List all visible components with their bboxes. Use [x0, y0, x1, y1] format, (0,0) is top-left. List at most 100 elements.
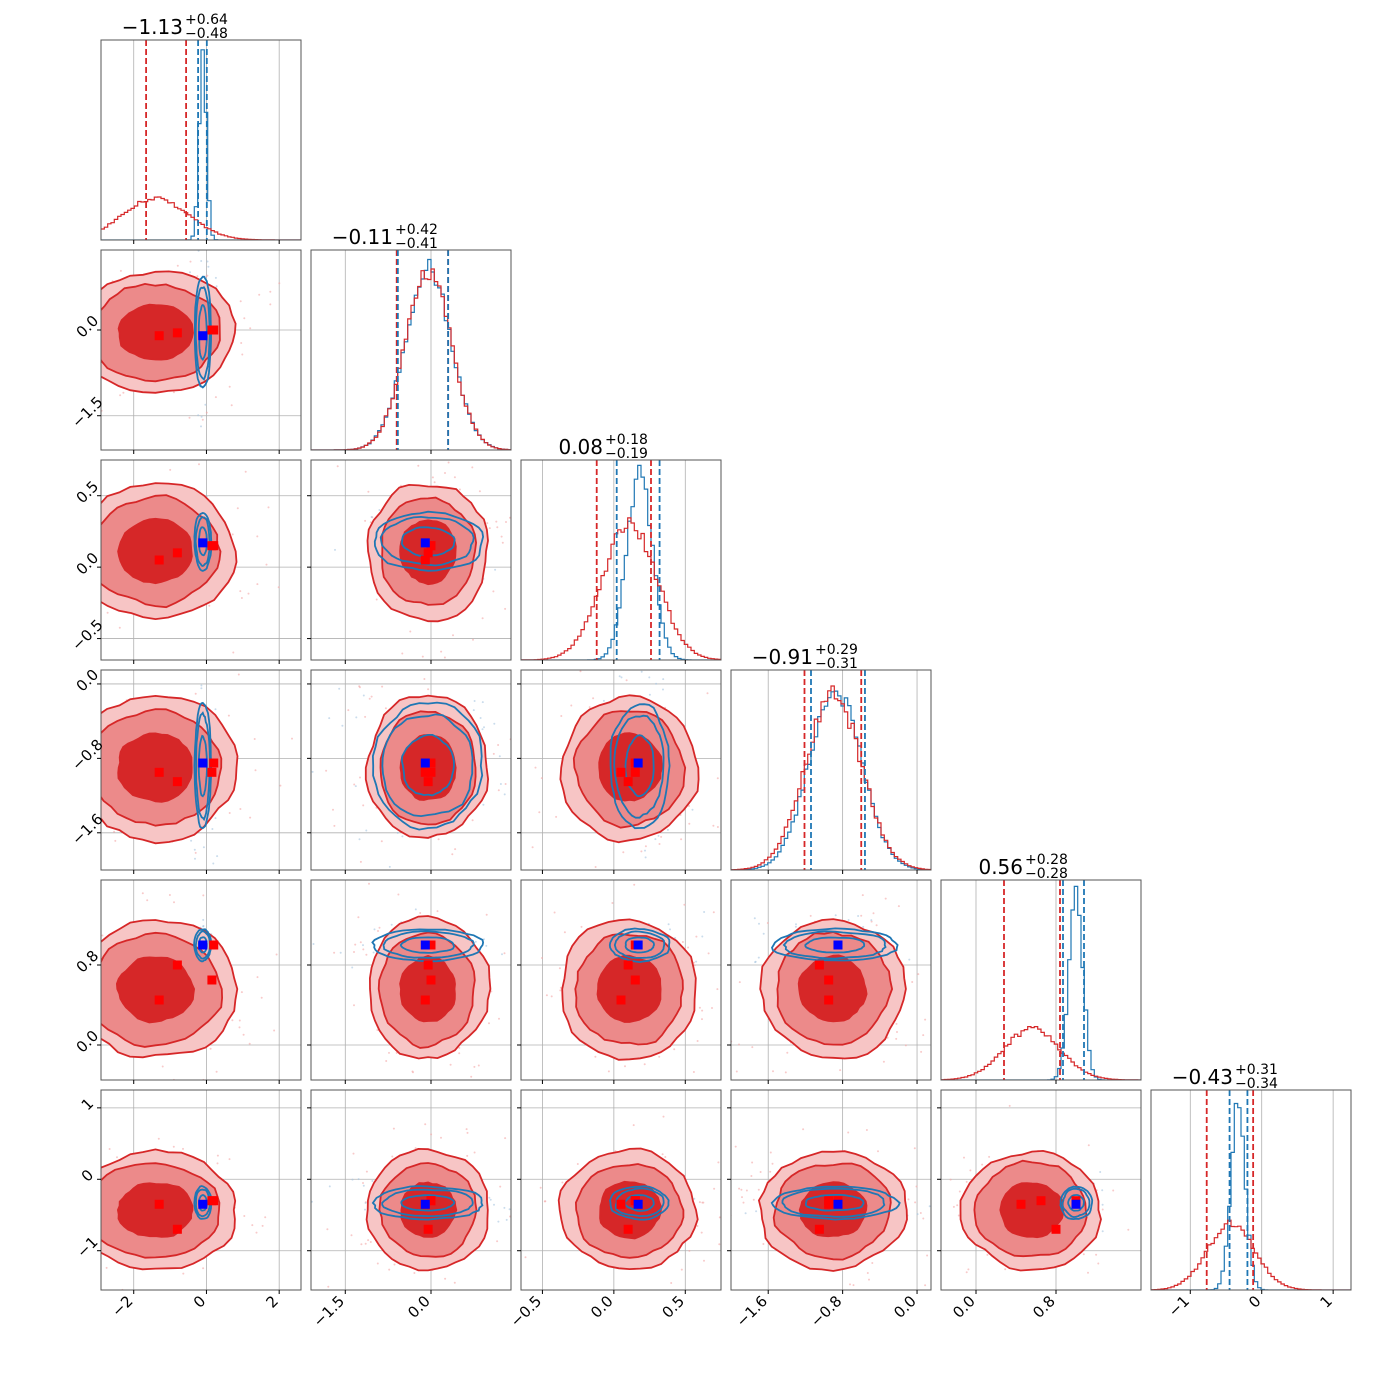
- sample-point-a: [738, 1187, 741, 1190]
- tick-label-y: 0.0: [73, 666, 103, 696]
- sample-point-a: [35, 1057, 37, 1059]
- contour-b-level-2: [400, 526, 456, 557]
- tick-label-y: 1: [78, 1095, 97, 1114]
- sample-point-a: [79, 776, 81, 778]
- sample-point-a: [738, 1043, 740, 1046]
- panel-frame: [310, 669, 512, 871]
- sample-point-b: [311, 770, 314, 773]
- sample-point-a: [670, 1111, 672, 1113]
- param-title-value: 0.08: [558, 435, 603, 459]
- sample-point-a: [29, 537, 31, 539]
- sample-point-a: [34, 739, 36, 741]
- sample-point-b: [757, 956, 760, 959]
- contour-b-level-2: [624, 734, 655, 798]
- panel-4-4: [940, 879, 1142, 1084]
- sample-point-a: [73, 769, 75, 771]
- panel-content: [521, 1090, 738, 1290]
- sample-point-a: [486, 522, 489, 525]
- param-title-plus: +0.29: [815, 642, 858, 658]
- sample-point-b: [372, 951, 375, 954]
- sample-point-b: [916, 1213, 919, 1216]
- sample-point-b: [354, 785, 357, 788]
- truth-marker-a: [423, 1224, 433, 1234]
- sample-point-a: [401, 652, 404, 655]
- sample-point-b: [847, 919, 850, 921]
- sample-point-a: [712, 824, 715, 827]
- sample-point-a: [643, 1063, 646, 1066]
- sample-point-b: [371, 1180, 374, 1182]
- param-title-minus: −0.48: [185, 26, 228, 42]
- sample-point-a: [23, 545, 25, 547]
- sample-point-a: [364, 1242, 367, 1245]
- sample-point-a: [214, 396, 217, 399]
- sample-point-a: [809, 914, 812, 917]
- truth-marker-a: [207, 975, 217, 985]
- sample-point-a: [254, 769, 257, 772]
- sample-point-a: [703, 1259, 705, 1262]
- contour-b-level-0: [609, 703, 671, 830]
- sample-point-a: [933, 1191, 935, 1193]
- param-title-value: −1.13: [122, 15, 183, 39]
- sample-point-a: [522, 1009, 524, 1011]
- sample-point-a: [359, 941, 362, 944]
- truth-marker-a: [154, 995, 164, 1005]
- sample-point-a: [83, 594, 85, 596]
- sample-point-a: [239, 808, 242, 810]
- sample-point-a: [359, 776, 361, 779]
- sample-point-a: [95, 1192, 97, 1194]
- contour-b-level-0: [1059, 1185, 1094, 1221]
- sample-point-a: [736, 1228, 738, 1230]
- sample-point-b: [1101, 1189, 1104, 1192]
- sample-point-a: [194, 654, 196, 656]
- sample-point-a: [527, 777, 529, 779]
- sample-point-a: [505, 521, 507, 523]
- sample-point-a: [1087, 1144, 1090, 1147]
- sample-point-a: [238, 1019, 241, 1022]
- sample-point-a: [237, 673, 240, 676]
- sample-point-a: [936, 1255, 938, 1257]
- sample-point-b: [620, 676, 623, 679]
- sample-point-a: [365, 953, 368, 956]
- sample-point-a: [570, 704, 573, 707]
- sample-point-b: [762, 932, 765, 935]
- sample-point-b: [365, 829, 368, 832]
- truth-marker-a: [423, 548, 433, 558]
- sample-point-a: [1095, 1253, 1098, 1256]
- sample-point-a: [924, 1018, 927, 1021]
- sample-point-a: [242, 1033, 245, 1036]
- sample-point-a: [209, 1047, 212, 1050]
- sample-point-a: [471, 466, 474, 469]
- contour-a-level-2: [999, 1182, 1065, 1239]
- sample-point-a: [367, 1239, 370, 1242]
- sample-point-a: [215, 1070, 218, 1073]
- sample-point-a: [89, 291, 91, 293]
- sample-point-a: [450, 645, 452, 647]
- sample-point-b: [390, 923, 393, 926]
- param-title-plus: +0.42: [395, 222, 438, 238]
- truth-marker-b: [198, 940, 208, 950]
- sample-point-a: [751, 1046, 754, 1049]
- sample-point-a: [492, 1085, 494, 1087]
- truth-marker-b: [420, 940, 430, 950]
- sample-point-b: [200, 260, 203, 262]
- sample-point-a: [440, 877, 442, 879]
- truth-marker-a: [630, 975, 640, 985]
- panel-content: [933, 1090, 1141, 1290]
- sample-point-a: [681, 941, 684, 943]
- sample-point-a: [766, 922, 769, 924]
- sample-point-a: [364, 715, 367, 718]
- truth-marker-b: [198, 331, 208, 341]
- sample-point-b: [426, 651, 428, 653]
- tick-label-x: 1: [1316, 1292, 1335, 1311]
- histogram-b: [731, 690, 931, 870]
- tick-label-y: 0.8: [73, 947, 103, 977]
- contour-b-level-0: [770, 1185, 901, 1221]
- sample-point-a: [839, 1069, 842, 1072]
- truth-marker-a: [154, 331, 164, 341]
- param-title-minus: −0.28: [1025, 866, 1068, 882]
- sample-point-a: [364, 519, 367, 522]
- sample-point-b: [703, 911, 706, 913]
- tick-label-y: 0: [78, 1166, 97, 1185]
- contour-b-level-0: [609, 1185, 670, 1221]
- sample-point-b: [358, 838, 361, 841]
